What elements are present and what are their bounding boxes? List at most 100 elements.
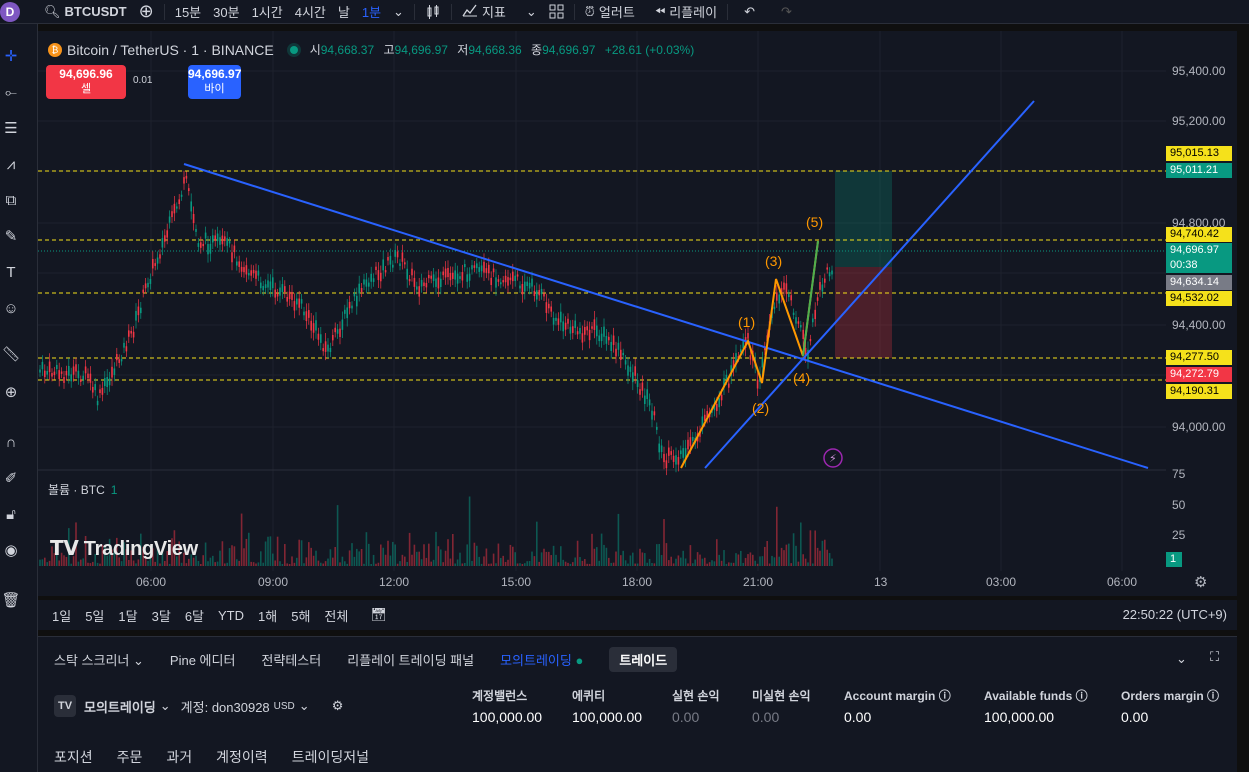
volume-bar xyxy=(581,560,584,566)
volume-bar xyxy=(144,558,147,566)
subtab-history[interactable]: 과거 xyxy=(166,749,193,765)
minimize-panel-icon[interactable]: ⌄ xyxy=(1176,651,1187,666)
eye-icon[interactable]: ◉ xyxy=(4,542,18,559)
range-bar: 1일 5일 1달 3달 6달 YTD 1해 5해 전체 📅︎ 22:50:22 … xyxy=(38,600,1237,630)
candle-body xyxy=(660,445,663,453)
trend-line-icon[interactable]: ⟜ xyxy=(4,83,17,101)
buy-button[interactable]: 94,696.97 바이 xyxy=(188,65,241,99)
candle-body xyxy=(692,436,694,441)
tab-strategy-tester[interactable]: 전략테스터 xyxy=(261,653,322,668)
lock-drawing-icon[interactable]: ✐ xyxy=(4,470,18,487)
add-symbol-button[interactable]: ⊕ xyxy=(138,1,154,21)
crosshair-icon[interactable]: ✛ xyxy=(4,48,18,65)
magnet-icon[interactable]: ∩ xyxy=(5,433,17,451)
settings-gear-icon[interactable]: ⚙ xyxy=(331,698,344,713)
subtab-account-history[interactable]: 계정이력 xyxy=(216,749,268,765)
volume-bar xyxy=(783,550,785,566)
lock-icon[interactable]: 🔓︎ xyxy=(6,505,16,523)
zoom-in-icon[interactable]: ⊕ xyxy=(4,384,18,401)
brush-icon[interactable]: ✎ xyxy=(4,228,18,245)
legend-title[interactable]: Bitcoin / TetherUS · 1 · BINANCE xyxy=(67,41,274,58)
interval-30m[interactable]: 30분 xyxy=(213,5,240,20)
price-label[interactable]: 95,011.21 xyxy=(1166,163,1232,178)
symbol-search[interactable]: 🔍︎ BTCUSDT xyxy=(38,0,133,24)
price-chart[interactable]: ⚡ (1) (2) (3) (4) (5) xyxy=(38,31,1166,571)
price-label[interactable]: 94,190.31 xyxy=(1166,384,1232,399)
candle-body xyxy=(120,359,123,362)
range-1y[interactable]: 1해 xyxy=(258,608,278,624)
volume-bar xyxy=(394,544,396,566)
volume-bar xyxy=(536,521,538,566)
sell-button[interactable]: 94,696.96 셀 xyxy=(46,65,126,99)
interval-1m[interactable]: 1분 xyxy=(361,5,382,20)
alert-button[interactable]: ⏰︎ 얼러트 xyxy=(579,0,641,24)
interval-1h[interactable]: 1시간 xyxy=(251,5,283,20)
tab-paper-trading[interactable]: 모의트레이딩 ● xyxy=(500,650,583,669)
chevron-down-icon[interactable]: ⌄ xyxy=(393,3,404,19)
undo-icon[interactable]: ↶ xyxy=(744,3,755,19)
tradingview-logo[interactable]: 𝗧𝗩 TradingView xyxy=(50,536,198,561)
maximize-panel-icon[interactable]: ⛶ xyxy=(1210,649,1220,664)
price-label[interactable]: 94,532.02 xyxy=(1166,291,1232,306)
text-icon[interactable]: T xyxy=(6,263,16,281)
subtab-positions[interactable]: 포지션 xyxy=(54,747,93,772)
range-all[interactable]: 전체 xyxy=(324,608,349,624)
candle-body xyxy=(596,325,598,337)
user-avatar[interactable]: D xyxy=(0,1,20,22)
ruler-icon[interactable]: 📏︎ xyxy=(1,346,21,363)
price-label[interactable]: 94,634.14 xyxy=(1166,275,1232,290)
volume-legend-value: 1 xyxy=(110,483,118,497)
trash-icon[interactable]: 🗑︎ xyxy=(1,592,21,609)
layout-grid-icon[interactable] xyxy=(543,0,570,24)
candle-body xyxy=(605,335,608,344)
info-icon[interactable]: ⓘ xyxy=(938,689,951,703)
account-selector[interactable]: TV 모의트레이딩 ⌄ 계정: don30928 USD ⌄ ⚙ xyxy=(54,695,343,717)
tab-replay-panel[interactable]: 리플레이 트레이딩 패널 xyxy=(347,653,475,668)
current-price-label[interactable]: 94,696.97 xyxy=(1166,243,1232,258)
fib-retracement-icon[interactable]: ☰ xyxy=(4,120,18,137)
candle-type-icon[interactable] xyxy=(419,0,447,24)
redo-icon[interactable]: ↷ xyxy=(780,3,792,19)
chart-area[interactable]: ⚡ (1) (2) (3) (4) (5) ₿ Bitcoin / TetherUS · … xyxy=(38,31,1237,596)
alarm-clock-icon: ⏰︎ xyxy=(584,3,595,19)
price-label[interactable]: 94,277.50 xyxy=(1166,350,1232,365)
tab-pine-editor[interactable]: Pine 에디터 xyxy=(169,653,236,668)
volume-bar xyxy=(420,559,423,566)
interval-4h[interactable]: 4시간 xyxy=(294,5,326,20)
subtab-trading-journal[interactable]: 트레이딩저널 xyxy=(291,749,369,765)
range-6m[interactable]: 6달 xyxy=(184,608,205,624)
range-5d[interactable]: 5일 xyxy=(85,608,105,624)
volume-bar xyxy=(418,551,420,566)
candle-body xyxy=(828,272,831,277)
chevron-down-icon[interactable]: ⌄ xyxy=(525,3,537,19)
range-5y[interactable]: 5해 xyxy=(291,608,311,624)
clock-timezone[interactable]: 22:50:22 (UTC+9) xyxy=(1122,607,1227,622)
price-label[interactable]: 95,015.13 xyxy=(1166,146,1232,161)
elliott-wave-path xyxy=(680,240,819,469)
range-1m[interactable]: 1달 xyxy=(118,608,138,624)
candle-body xyxy=(545,302,548,313)
info-icon[interactable]: ⓘ xyxy=(1207,689,1220,703)
subtab-orders[interactable]: 주문 xyxy=(116,749,143,765)
interval-15m[interactable]: 15분 xyxy=(174,5,202,20)
price-label[interactable]: 94,740.42 xyxy=(1166,227,1232,242)
info-icon[interactable]: ⓘ xyxy=(1075,689,1088,703)
volume-legend[interactable]: 볼륨 · BTC 1 xyxy=(48,481,117,498)
pattern-icon[interactable]: ⩘ xyxy=(6,155,16,173)
tab-stock-screener[interactable]: 스탁 스크리너 ⌄ xyxy=(54,650,144,669)
range-3m[interactable]: 3달 xyxy=(151,608,171,624)
emoji-icon[interactable]: ☺ xyxy=(3,299,19,317)
tab-trade[interactable]: 트레이드 xyxy=(609,647,678,672)
time-axis[interactable]: 06:00 09:00 12:00 15:00 18:00 21:00 13 0… xyxy=(38,571,1237,596)
price-label[interactable]: 94,272.79 xyxy=(1166,367,1232,382)
forecast-icon[interactable]: ⧉ xyxy=(5,191,17,209)
price-scale[interactable]: 95,400.00 95,200.00 94,800.00 94,400.00 … xyxy=(1166,31,1237,571)
interval-day[interactable]: 날 xyxy=(337,5,350,20)
range-1d[interactable]: 1일 xyxy=(52,608,72,624)
range-ytd[interactable]: YTD xyxy=(218,607,245,623)
go-to-date-icon[interactable]: 📅︎ xyxy=(370,607,387,622)
replay-button[interactable]: ⏪︎ 리플레이 xyxy=(649,0,723,24)
settings-gear-icon[interactable]: ⚙ xyxy=(1194,574,1208,591)
indicators-button[interactable]: 지표 xyxy=(456,0,512,24)
volume-bar xyxy=(449,558,452,566)
